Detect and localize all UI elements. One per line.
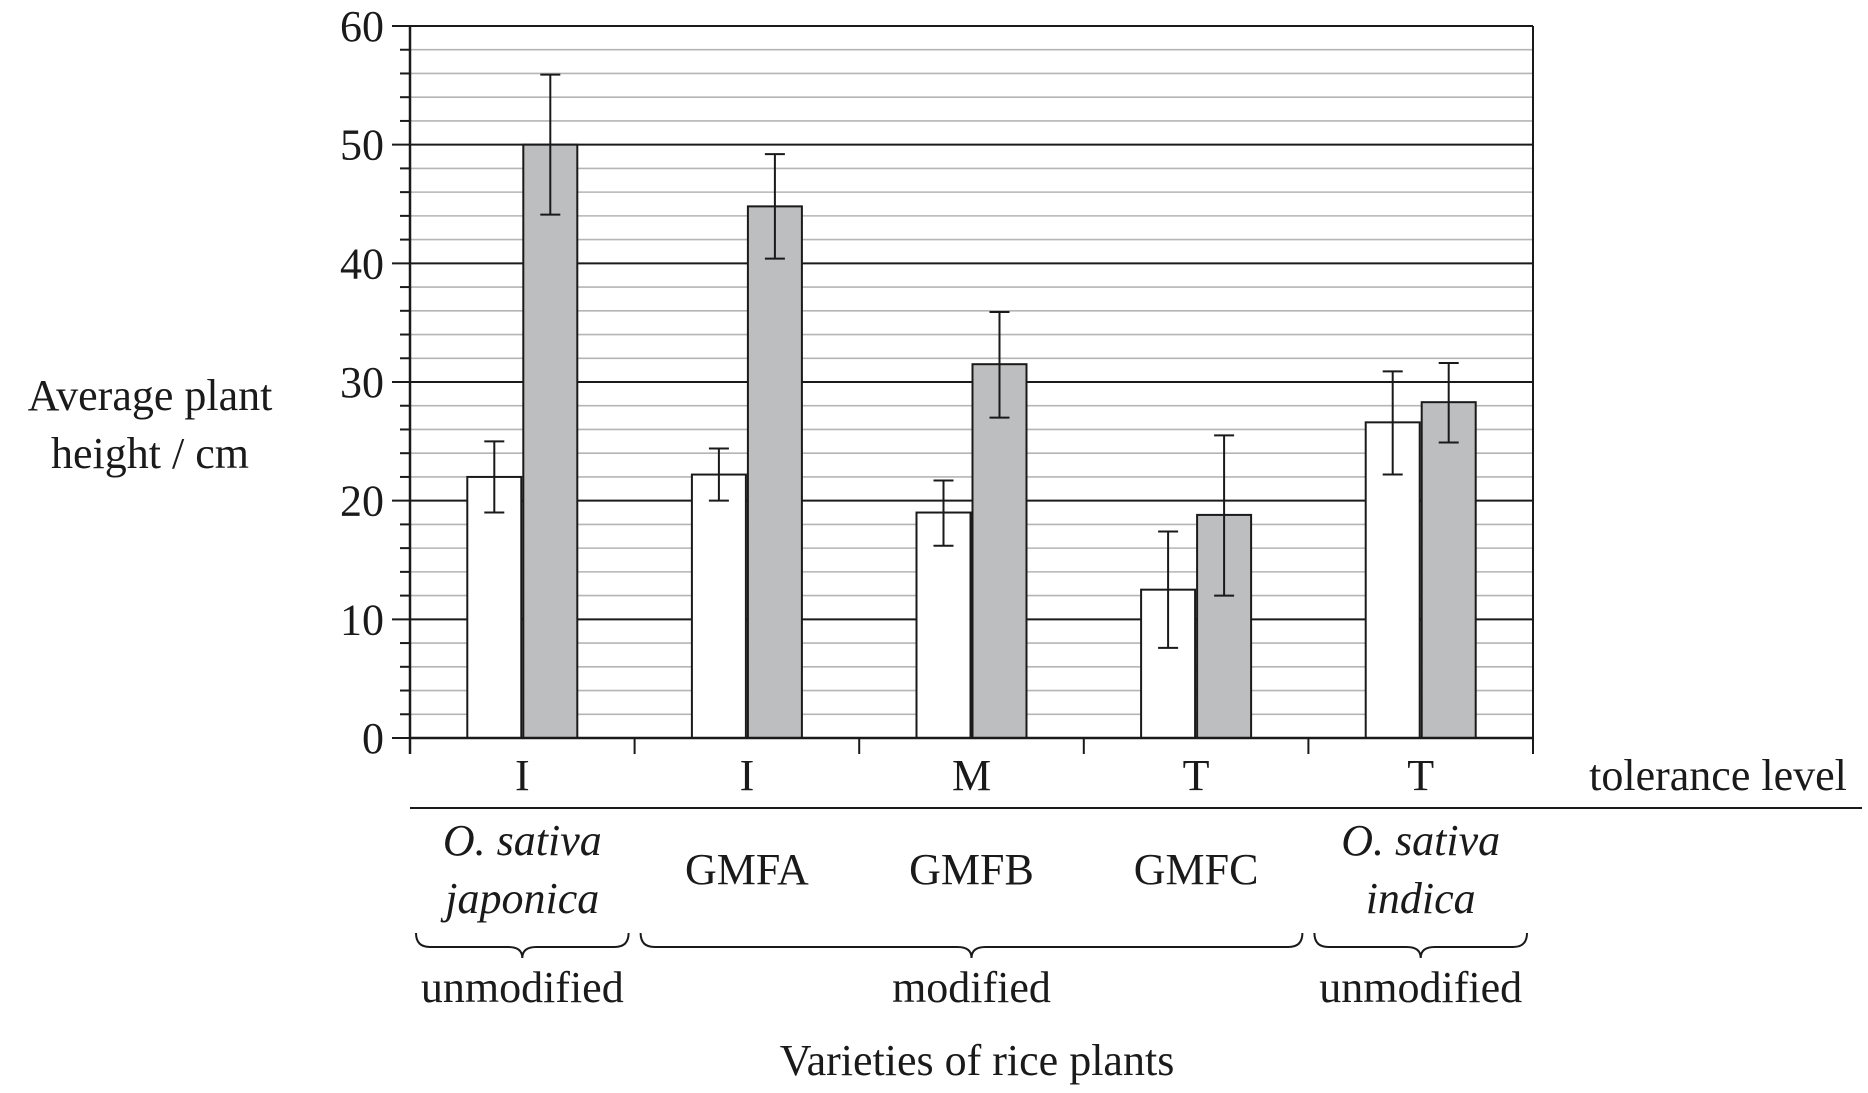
bar xyxy=(915,511,972,739)
y-axis-title-line-1: Average plant xyxy=(28,371,273,420)
y-tick-label: 40 xyxy=(340,239,384,288)
y-tick-label: 10 xyxy=(340,595,384,644)
variety-label: japonica xyxy=(440,874,599,923)
group-label: unmodified xyxy=(421,963,624,1012)
tolerance-label: M xyxy=(952,751,991,800)
y-tick-label: 20 xyxy=(340,477,384,526)
bar xyxy=(466,475,523,739)
y-tick-label: 50 xyxy=(340,121,384,170)
bar xyxy=(690,473,747,739)
group-brace xyxy=(1313,932,1528,959)
tolerance-label: I xyxy=(740,751,755,800)
bar xyxy=(746,205,803,739)
y-tick-label: 0 xyxy=(362,714,384,763)
group-label: unmodified xyxy=(1319,963,1522,1012)
variety-label: O. sativa xyxy=(1341,816,1500,865)
y-tick-label: 30 xyxy=(340,358,384,407)
group-label: modified xyxy=(892,963,1051,1012)
bar xyxy=(1420,401,1477,739)
variety-label: GMFB xyxy=(909,845,1034,894)
y-axis-title-line-2: height / cm xyxy=(51,429,249,478)
axes xyxy=(392,25,1862,959)
y-tick-label: 60 xyxy=(340,2,384,51)
variety-label: GMFC xyxy=(1134,845,1259,894)
group-brace xyxy=(415,932,630,959)
bars xyxy=(466,73,1477,740)
x-axis-title: Varieties of rice plants xyxy=(780,1036,1175,1085)
variety-label: O. sativa xyxy=(443,816,602,865)
variety-label: GMFA xyxy=(685,845,809,894)
labels: Average plant height / cm tolerance leve… xyxy=(28,2,1847,1085)
variety-label: indica xyxy=(1366,874,1476,923)
tolerance-label: I xyxy=(515,751,530,800)
tolerance-label: T xyxy=(1183,751,1210,800)
tolerance-label: T xyxy=(1407,751,1434,800)
bar xyxy=(522,143,579,739)
group-brace xyxy=(639,932,1304,959)
tolerance-level-label: tolerance level xyxy=(1589,751,1847,800)
bar xyxy=(971,363,1028,739)
